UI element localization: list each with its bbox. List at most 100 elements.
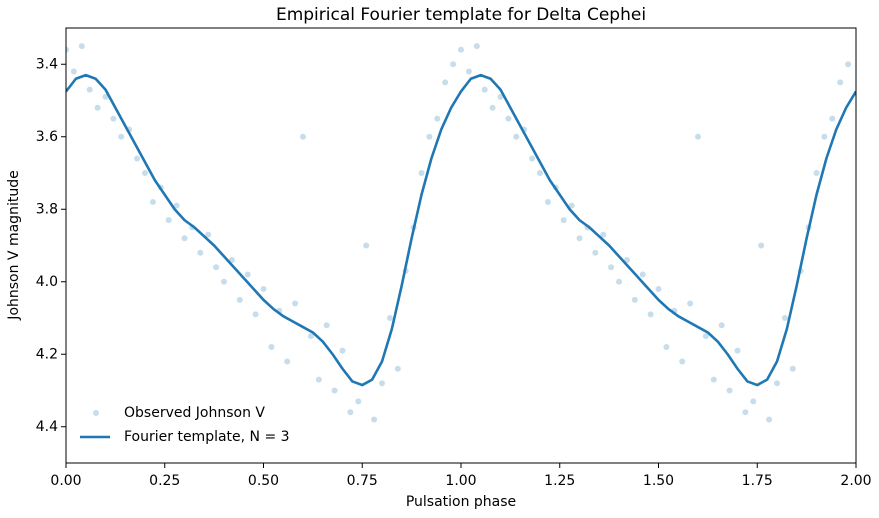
- data-point: [434, 115, 441, 122]
- data-point: [489, 104, 496, 111]
- data-point: [300, 133, 306, 140]
- data-point: [292, 300, 299, 307]
- data-point: [458, 46, 464, 53]
- data-point: [181, 235, 188, 242]
- data-point: [821, 133, 828, 140]
- data-point: [845, 61, 852, 68]
- legend-label: Fourier template, N = 3: [124, 429, 290, 445]
- data-point: [781, 315, 788, 321]
- data-point: [774, 380, 780, 387]
- data-point: [837, 79, 844, 86]
- data-point: [702, 333, 709, 340]
- data-point: [718, 322, 725, 329]
- data-point: [331, 387, 338, 394]
- data-point: [363, 242, 370, 249]
- y-tick-label: 4.0: [36, 274, 58, 290]
- data-point: [118, 133, 125, 140]
- x-tick-label: 1.25: [544, 473, 575, 489]
- data-point: [379, 380, 385, 387]
- legend-label: Observed Johnson V: [124, 405, 265, 421]
- data-point: [173, 202, 180, 209]
- x-tick-label: 0.25: [149, 473, 180, 489]
- data-point: [70, 68, 77, 75]
- x-tick-label: 1.50: [643, 473, 674, 489]
- data-point: [110, 115, 117, 122]
- data-point: [789, 365, 796, 372]
- data-point: [529, 155, 536, 162]
- data-point: [450, 61, 457, 68]
- plot-frame: [65, 27, 857, 464]
- data-point: [497, 93, 504, 100]
- x-tick-label: 0.00: [50, 473, 81, 489]
- chart-title: Empirical Fourier template for Delta Cep…: [276, 5, 646, 25]
- data-point: [94, 104, 101, 111]
- data-point: [465, 68, 472, 75]
- data-point: [213, 264, 220, 271]
- data-point: [742, 409, 749, 416]
- data-point: [355, 398, 362, 405]
- x-tick-label: 1.75: [742, 473, 773, 489]
- x-axis-label: Pulsation phase: [406, 494, 516, 510]
- data-point: [386, 315, 393, 321]
- data-point: [695, 133, 701, 140]
- data-point: [134, 155, 141, 162]
- data-point: [710, 376, 717, 383]
- x-tick-label: 1.00: [445, 473, 476, 489]
- data-point: [418, 170, 425, 176]
- data-point: [323, 322, 330, 329]
- data-point: [252, 311, 259, 318]
- data-point: [600, 231, 607, 238]
- data-point: [473, 43, 480, 50]
- data-point: [268, 344, 275, 350]
- data-point: [544, 199, 551, 205]
- data-point: [505, 115, 512, 122]
- y-axis-label: Johnson V magnitude: [6, 170, 22, 320]
- data-point: [608, 264, 615, 271]
- data-point: [442, 79, 449, 86]
- data-point: [86, 86, 93, 93]
- data-point: [315, 376, 322, 383]
- data-point: [244, 271, 251, 278]
- data-point: [655, 286, 662, 292]
- data-point: [394, 365, 401, 372]
- data-point: [221, 278, 227, 285]
- data-point: [142, 170, 148, 176]
- data-point: [339, 347, 346, 354]
- x-tick-label: 0.75: [347, 473, 378, 489]
- data-point: [481, 86, 488, 93]
- data-point: [307, 333, 314, 340]
- y-tick-label: 3.6: [36, 129, 58, 145]
- data-point: [513, 133, 520, 140]
- data-point: [78, 43, 85, 50]
- data-point: [260, 286, 267, 292]
- data-point: [236, 296, 243, 303]
- data-point: [687, 300, 694, 307]
- legend-marker: [93, 410, 99, 416]
- data-point: [205, 231, 212, 238]
- data-point: [631, 296, 638, 303]
- data-point: [734, 347, 741, 354]
- data-point: [66, 46, 69, 53]
- data-point: [726, 387, 733, 394]
- data-point: [284, 358, 291, 365]
- data-point: [679, 358, 686, 365]
- data-point: [750, 398, 757, 405]
- data-point: [616, 278, 622, 285]
- data-point: [165, 217, 172, 224]
- data-point: [639, 271, 646, 278]
- data-point: [647, 311, 654, 318]
- template-line: [66, 73, 856, 387]
- data-point: [102, 93, 109, 100]
- data-point: [426, 133, 433, 140]
- data-point: [576, 235, 583, 242]
- data-point: [758, 242, 765, 249]
- y-tick-label: 4.4: [36, 419, 58, 435]
- data-point: [813, 170, 820, 176]
- data-point: [537, 170, 543, 176]
- data-point: [766, 416, 773, 423]
- y-tick-label: 4.2: [36, 346, 58, 362]
- data-point: [592, 249, 599, 256]
- y-tick-label: 3.8: [36, 201, 58, 217]
- data-point: [829, 115, 836, 122]
